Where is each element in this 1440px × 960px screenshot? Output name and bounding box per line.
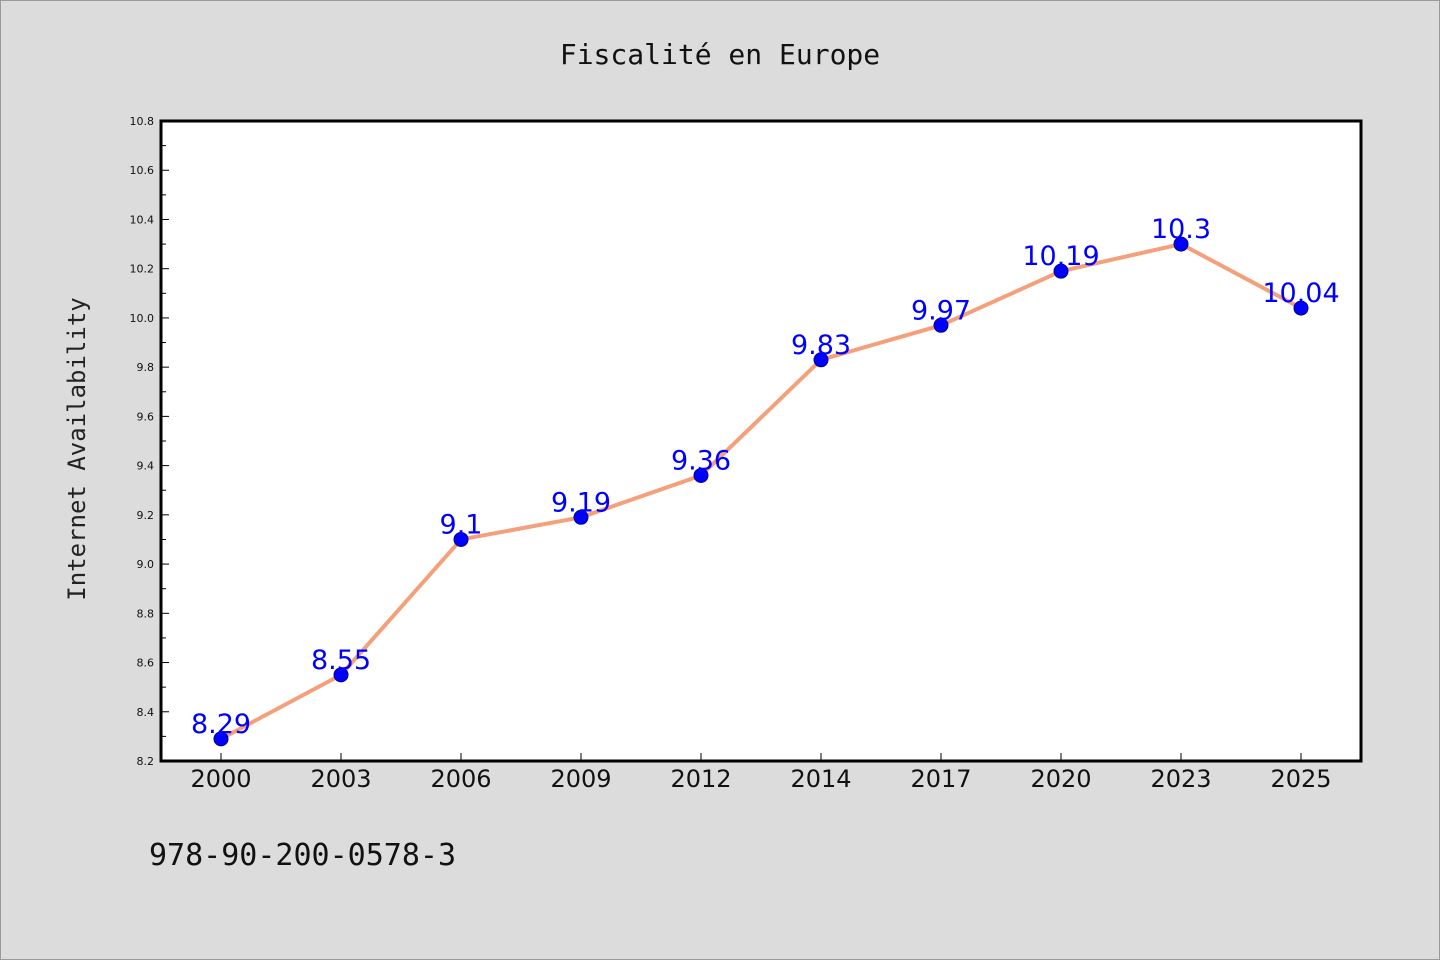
data-label: 9.1	[440, 509, 483, 540]
x-tick-label: 2000	[190, 765, 251, 793]
x-tick-label: 2003	[310, 765, 371, 793]
y-tick-label: 10.4	[130, 213, 155, 226]
y-tick-label: 8.6	[137, 657, 155, 670]
data-point-marker	[933, 317, 949, 333]
y-tick-label: 9.2	[137, 509, 155, 522]
chart-title: Fiscalité en Europe	[560, 38, 880, 71]
y-tick-label: 9.8	[137, 361, 155, 374]
data-label: 9.19	[551, 487, 611, 518]
y-axis: 8.2 8.4 8.6 8.8 9.0 9.2 9.4 9.6 9.8 10.0 10.2 10.4 1…	[130, 115, 169, 768]
data-point-marker	[453, 531, 469, 547]
data-point-marker	[1173, 236, 1189, 252]
y-tick-label: 10.6	[130, 164, 155, 177]
data-point-marker	[813, 352, 829, 368]
y-tick-label: 8.8	[137, 607, 155, 620]
y-tick-label: 10.2	[130, 263, 155, 276]
x-tick-label: 2006	[430, 765, 491, 793]
data-label: 8.55	[311, 645, 371, 676]
plot-frame	[159, 119, 1363, 763]
data-label: 9.36	[671, 445, 731, 476]
y-tick-label: 9.4	[137, 460, 155, 473]
x-tick-label: 2023	[1150, 765, 1211, 793]
data-point-marker	[573, 509, 589, 525]
data-point-marker	[1053, 263, 1069, 279]
data-label: 10.04	[1262, 278, 1339, 309]
y-tick-label: 9.0	[137, 558, 155, 571]
x-tick-label: 2025	[1270, 765, 1331, 793]
y-tick-label: 10.0	[130, 312, 155, 325]
data-point-marker	[693, 467, 709, 483]
x-axis: 2000 2003 2006 2009 2012 2014 2017 2020 2023 2025	[190, 753, 1332, 793]
x-tick-label: 2014	[790, 765, 851, 793]
data-point-marker	[213, 731, 229, 747]
y-tick-label: 8.4	[137, 706, 155, 719]
data-label: 10.19	[1022, 241, 1099, 272]
y-tick-label: 10.8	[130, 115, 155, 128]
y-tick-label: 8.2	[137, 755, 155, 768]
data-label: 10.3	[1151, 214, 1211, 245]
series-group: 8.29 8.55 9.1 9.19 9.36 9.83 9.97 10.19 10.3 10.0…	[191, 214, 1340, 747]
y-tick-label: 9.6	[137, 410, 155, 423]
y-axis-label: Internet Availability	[63, 297, 91, 600]
series-line	[219, 242, 1303, 741]
data-label: 9.83	[791, 330, 851, 361]
data-label: 8.29	[191, 709, 251, 740]
x-tick-label: 2009	[550, 765, 611, 793]
data-point-marker	[1293, 300, 1309, 316]
x-tick-label: 2012	[670, 765, 731, 793]
x-tick-label: 2020	[1030, 765, 1091, 793]
x-tick-label: 2017	[910, 765, 971, 793]
data-label: 9.97	[911, 295, 971, 326]
footer-isbn: 978-90-200-0578-3	[149, 838, 456, 873]
data-point-marker	[333, 667, 349, 683]
